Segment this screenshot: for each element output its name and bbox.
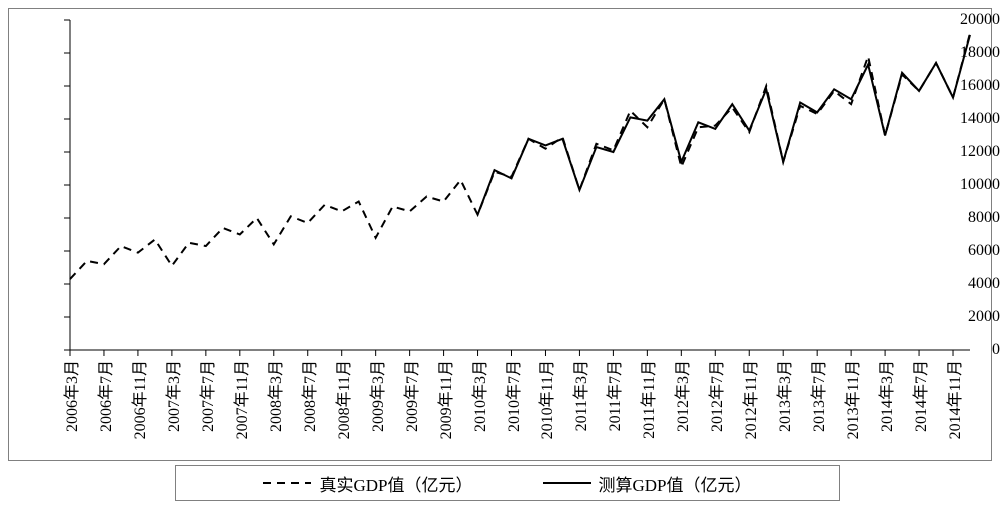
- x-tick-label: 2013年11月: [839, 360, 863, 439]
- x-tick-label: 2008年7月: [296, 360, 320, 432]
- x-tick-label: 2007年11月: [228, 360, 252, 439]
- chart-legend: 真实GDP值（亿元） 测算GDP值（亿元）: [175, 465, 840, 501]
- legend-item: 测算GDP值（亿元）: [543, 471, 752, 496]
- x-tick-label: 2008年11月: [330, 360, 354, 439]
- x-tick-label: 2014年11月: [941, 360, 965, 439]
- x-tick-label: 2011年3月: [567, 360, 591, 431]
- x-tick-label: 2011年7月: [601, 360, 625, 431]
- x-tick-label: 2012年11月: [737, 360, 761, 439]
- x-tick-label: 2014年7月: [907, 360, 931, 432]
- legend-sample-line: [543, 477, 591, 489]
- x-tick-label: 2006年11月: [126, 360, 150, 439]
- x-tick-label: 2009年7月: [398, 360, 422, 432]
- x-tick-label: 2006年3月: [58, 360, 82, 432]
- x-tick-label: 2012年7月: [703, 360, 727, 432]
- legend-item: 真实GDP值（亿元）: [263, 471, 472, 496]
- legend-label: 测算GDP值（亿元）: [599, 471, 752, 496]
- x-tick-label: 2010年7月: [500, 360, 524, 432]
- x-tick-label: 2011年11月: [635, 360, 659, 439]
- x-tick-label: 2010年3月: [466, 360, 490, 432]
- x-tick-label: 2007年3月: [160, 360, 184, 432]
- legend-label: 真实GDP值（亿元）: [319, 471, 472, 496]
- x-axis-labels: 2006年3月 2006年7月 2006年11月 2007年3月 2007年7月 2007…: [0, 0, 1000, 509]
- x-tick-label: 2008年3月: [262, 360, 286, 432]
- x-tick-label: 2010年11月: [533, 360, 557, 439]
- x-tick-label: 2013年7月: [805, 360, 829, 432]
- x-tick-label: 2009年11月: [432, 360, 456, 439]
- x-tick-label: 2012年3月: [669, 360, 693, 432]
- x-tick-label: 2014年3月: [873, 360, 897, 432]
- x-tick-label: 2007年7月: [194, 360, 218, 432]
- legend-sample-line: [263, 477, 311, 489]
- gdp-line-chart: 0200040006000800010000120001400016000180…: [0, 0, 1000, 509]
- x-tick-label: 2013年3月: [771, 360, 795, 432]
- x-tick-label: 2009年3月: [364, 360, 388, 432]
- x-tick-label: 2006年7月: [92, 360, 116, 432]
